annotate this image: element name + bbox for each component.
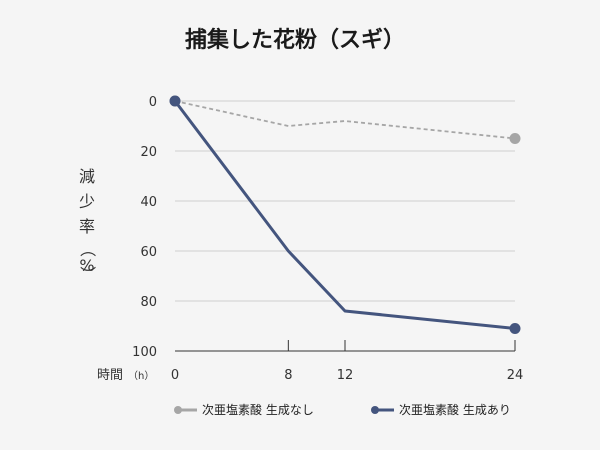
series-line [174, 100, 516, 140]
y-axis-label-char: 率 [79, 217, 95, 236]
legend-marker [174, 406, 182, 414]
y-tick-label: 100 [132, 345, 157, 360]
legend: 次亜塩素酸 生成なし 次亜塩素酸 生成あり [174, 402, 511, 417]
data-point [509, 133, 521, 144]
y-axis-label-char: 減 [79, 167, 95, 186]
legend-label: 次亜塩素酸 生成なし [202, 402, 314, 417]
series-layer [169, 95, 521, 334]
series-line [173, 100, 516, 330]
y-axis-label: 減 少 率 （ % ） [78, 167, 97, 282]
x-axis-label: 時間 [97, 368, 123, 383]
y-tick-labels: 0 20 40 60 80 100 [132, 95, 157, 360]
legend-label: 次亜塩素酸 生成あり [399, 402, 511, 417]
y-axis-label-char: 少 [79, 192, 95, 211]
x-tick-label: 8 [284, 368, 292, 383]
x-tick-label: 24 [507, 368, 524, 383]
y-axis-label-char: ） [78, 266, 97, 282]
y-tick-label: 0 [149, 95, 157, 110]
legend-marker [371, 406, 379, 414]
y-tick-label: 20 [140, 145, 157, 160]
x-axis-unit: （h） [128, 370, 154, 382]
y-tick-label: 60 [140, 245, 157, 260]
gridlines [175, 100, 515, 302]
data-point [169, 95, 181, 107]
y-tick-label: 80 [140, 295, 157, 310]
y-axis-label-char: % [79, 256, 94, 275]
x-tick-label: 0 [171, 368, 179, 383]
chart-title: 捕集した花粉（スギ） [185, 27, 405, 53]
x-tick-label: 12 [337, 368, 354, 383]
y-tick-label: 40 [140, 195, 157, 210]
data-point [509, 323, 521, 334]
y-axis-label-char: （ [78, 241, 97, 257]
x-axis: 0 8 12 24 [171, 340, 523, 383]
